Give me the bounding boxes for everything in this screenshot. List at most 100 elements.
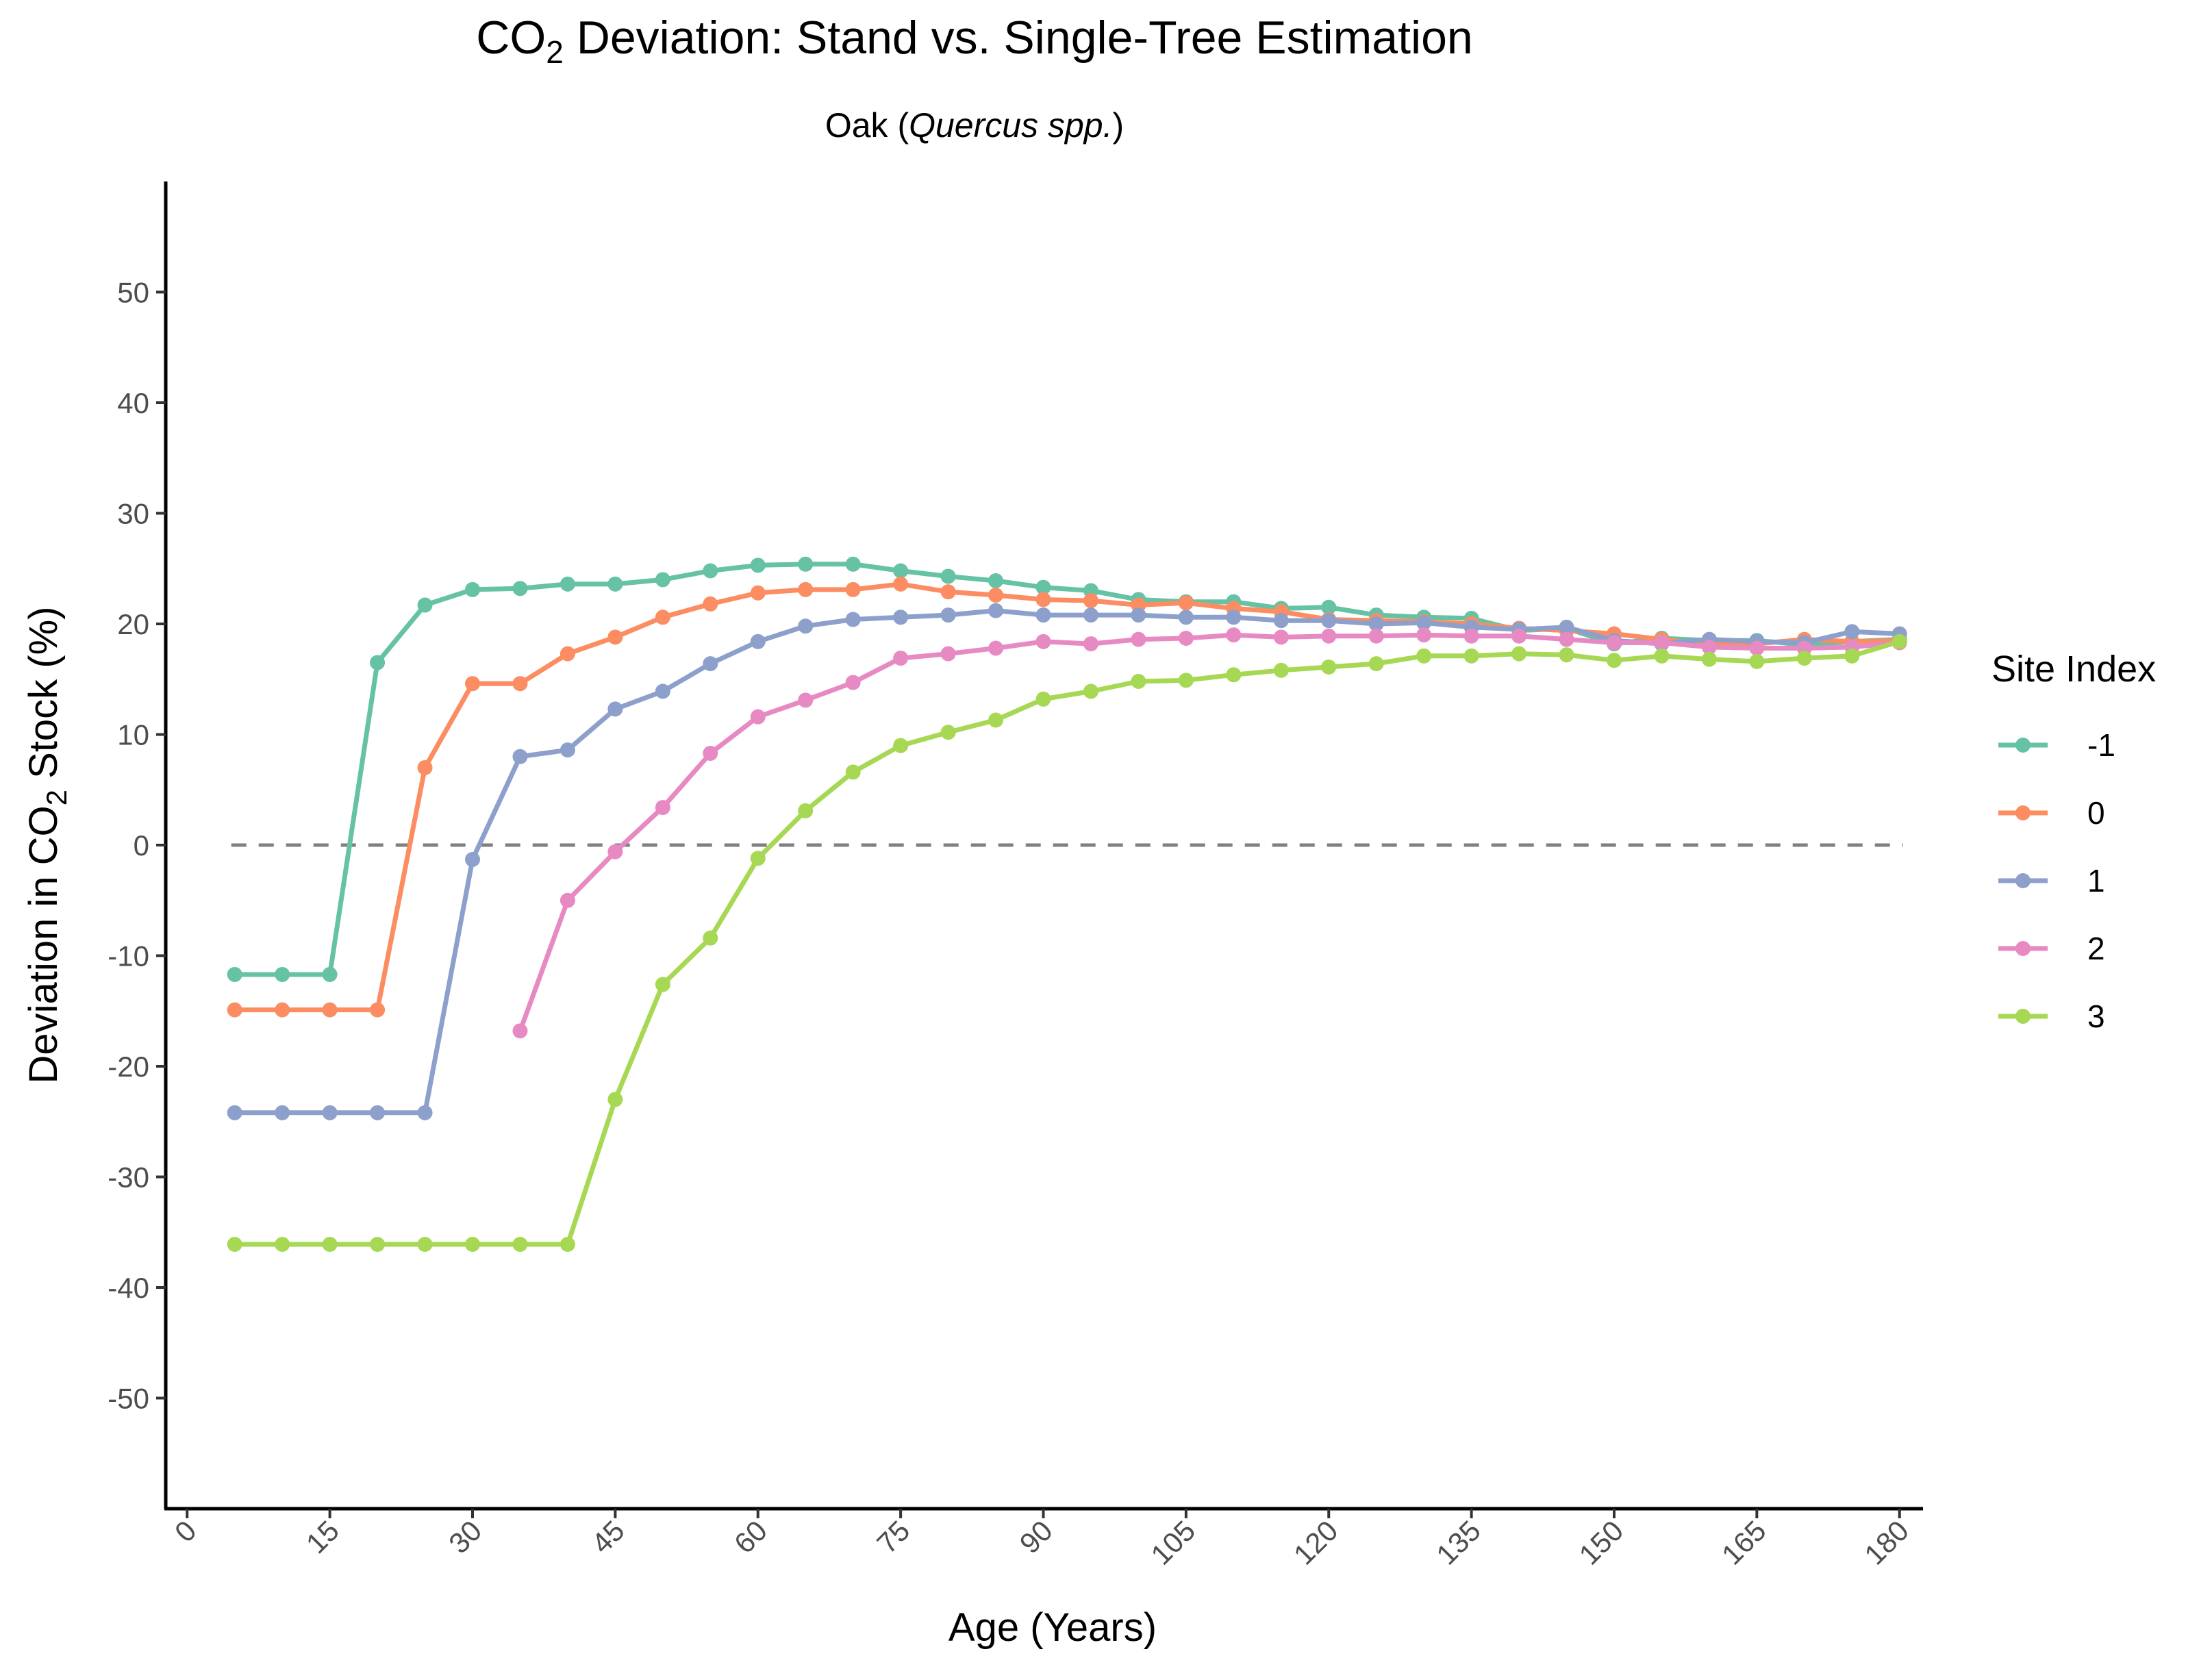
data-point [1368,616,1384,631]
y-tick-label: -50 [108,1383,149,1415]
data-point [1035,607,1051,623]
data-point [1178,673,1194,688]
data-point [1178,630,1194,646]
data-point [1131,673,1146,689]
x-tick-label: 75 [870,1514,916,1559]
data-point [1416,648,1432,664]
x-tick-label: 120 [1287,1514,1344,1571]
data-point [560,646,575,662]
data-point [1606,653,1622,668]
data-point [512,1023,528,1039]
data-point [275,1237,290,1253]
legend-item: -1 [1998,727,2115,763]
y-tick-label: 50 [117,277,149,309]
data-point [322,1105,338,1120]
data-point [1035,633,1051,649]
legend-title: Site Index [1991,649,2156,690]
data-point [1083,607,1098,623]
data-point [1226,610,1242,625]
legend-label: 2 [2087,931,2105,966]
y-tick-label: -30 [108,1161,149,1194]
data-point [893,738,909,753]
data-point [512,581,528,596]
data-point [1463,648,1479,664]
data-point [940,607,956,623]
data-point [845,764,861,780]
data-point [1083,636,1098,652]
data-point [417,1105,433,1120]
data-point [1606,635,1622,651]
data-point [1844,624,1860,640]
data-point [1321,628,1337,644]
data-point [798,581,814,597]
data-point [1035,592,1051,607]
data-point [1368,628,1384,644]
data-point [417,759,433,775]
legend-item: 2 [1998,931,2105,966]
series--1 [227,556,1907,982]
data-point [1083,593,1098,609]
data-point [893,610,909,625]
data-point [607,629,623,645]
data-point [1035,691,1051,707]
data-point [607,844,623,859]
legend-key-point [2015,941,2031,956]
legend-key-point [2015,1009,2031,1024]
data-point [1559,619,1574,635]
data-point [1654,635,1670,651]
data-point [750,851,766,866]
y-tick-label: 30 [117,498,149,530]
data-point [1511,628,1527,644]
data-point [1511,646,1527,662]
data-point [560,892,575,908]
data-point [275,966,290,982]
data-point [227,1002,242,1018]
data-point [1368,656,1384,672]
data-point [1654,648,1670,664]
data-point [1559,631,1574,647]
y-tick-label: -20 [108,1051,149,1083]
data-point [465,676,481,692]
data-point [1844,648,1860,664]
data-point [1131,631,1146,647]
series-2 [512,627,1907,1039]
chart-title: CO2 Deviation: Stand vs. Single-Tree Est… [476,12,1472,70]
data-point [512,676,528,692]
data-point [750,557,766,573]
data-point [275,1105,290,1120]
y-tick-label: 20 [117,608,149,640]
data-point [370,1002,386,1018]
data-point [227,1105,242,1120]
data-point [988,712,1004,728]
x-tick-label: 60 [728,1514,773,1559]
data-point [798,803,814,818]
data-point [1178,610,1194,625]
data-point [893,563,909,579]
data-point [275,1002,290,1018]
data-point [750,633,766,649]
series-line [232,562,1902,977]
data-point [1178,595,1194,611]
x-tick-label: 15 [300,1514,345,1559]
x-tick-label: 165 [1715,1514,1772,1571]
data-point [940,568,956,584]
data-point [988,640,1004,656]
y-axis-ticks: -50 -40 -30 -20 -10 0 10 20 30 40 50 [108,277,166,1415]
data-point [893,576,909,592]
y-axis-title: Deviation in CO2 Stock (%) [21,606,73,1083]
legend-label: -1 [2087,727,2115,763]
data-point [988,603,1004,618]
series-line [232,581,1902,1013]
legend-item: 1 [1998,863,2105,899]
legend-label: 3 [2087,998,2105,1034]
data-point [845,675,861,690]
data-point [655,572,670,588]
data-point [465,851,481,867]
chart-subtitle: Oak (Quercus spp.) [825,106,1124,145]
y-tick-label: 40 [117,387,149,419]
data-point [798,692,814,708]
x-axis-title: Age (Years) [948,1605,1157,1650]
data-point [1559,647,1574,663]
y-tick-label: 10 [117,719,149,751]
